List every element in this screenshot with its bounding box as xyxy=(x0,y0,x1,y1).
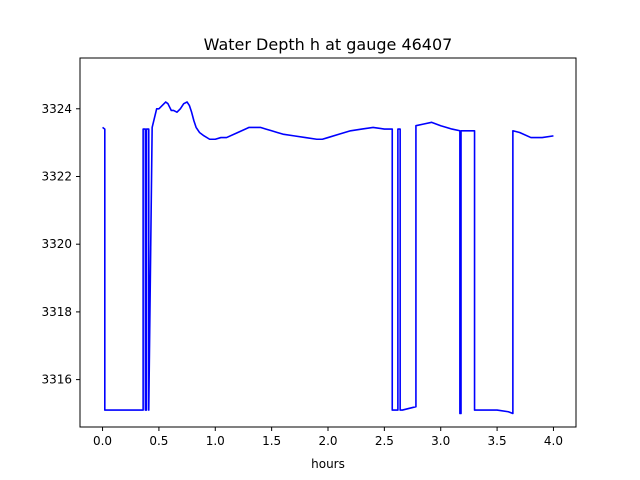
x-tick-label: 1.0 xyxy=(206,434,225,448)
y-tick-label: 3324 xyxy=(41,102,72,116)
y-axis: 3316 3318 3320 3322 3324 xyxy=(41,102,80,387)
chart-title: Water Depth h at gauge 46407 xyxy=(204,35,453,54)
x-tick-label: 2.5 xyxy=(375,434,394,448)
y-tick-label: 3320 xyxy=(41,237,72,251)
y-tick-label: 3322 xyxy=(41,169,72,183)
x-tick-label: 0.0 xyxy=(93,434,112,448)
y-tick-label: 3316 xyxy=(41,373,72,387)
plot-frame xyxy=(79,57,577,428)
x-tick-label: 3.5 xyxy=(488,434,507,448)
x-tick-label: 0.5 xyxy=(149,434,168,448)
series-line-0 xyxy=(102,101,554,415)
x-axis: 0.0 0.5 1.0 1.5 2.0 2.5 3.0 3.5 4.0 xyxy=(93,427,563,448)
x-tick-label: 2.0 xyxy=(318,434,337,448)
y-tick-label: 3318 xyxy=(41,305,72,319)
series-layer xyxy=(102,101,554,415)
x-tick-label: 4.0 xyxy=(544,434,563,448)
x-axis-label: hours xyxy=(311,457,345,471)
x-tick-label: 1.5 xyxy=(262,434,281,448)
x-tick-label: 3.0 xyxy=(431,434,450,448)
